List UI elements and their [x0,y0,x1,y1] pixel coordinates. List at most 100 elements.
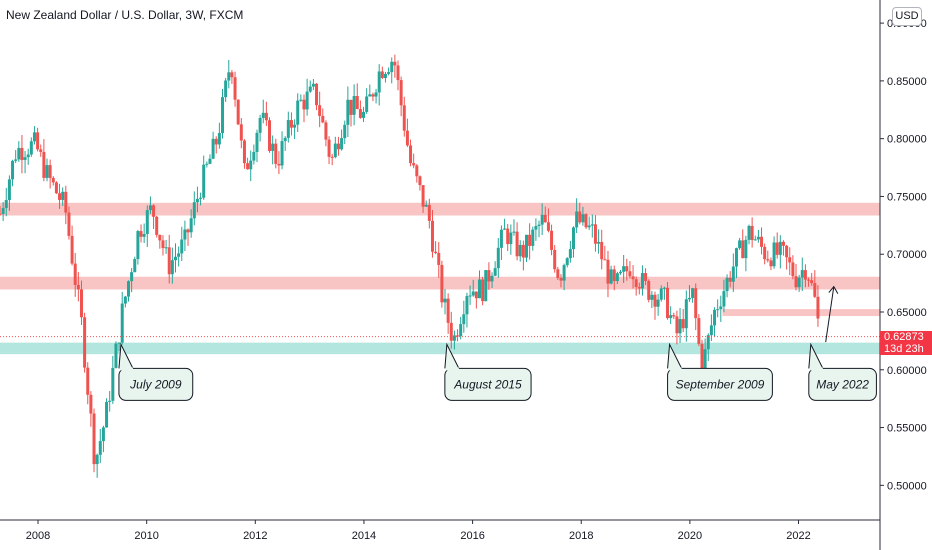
candle-body [496,247,500,269]
callout-label: May 2022 [816,377,869,391]
candle-body [669,315,673,319]
candle-body [315,83,319,106]
candle-body [227,72,231,81]
candle-body [503,228,507,230]
candle-body [675,316,679,334]
candle-body [308,86,312,92]
candle-body [167,247,171,275]
candle-body [427,204,431,221]
candle-body [336,143,340,150]
candle-body [587,225,591,228]
price-tick-label: 0.70000 [887,249,927,261]
candle-body [387,72,391,74]
candle-body [656,299,660,307]
candle-body [418,176,422,186]
candle-body [512,231,516,233]
candle-body [763,246,767,260]
candle-body [133,259,137,273]
candle-body [390,61,394,73]
candle-body [515,231,519,257]
candle-body [628,271,632,277]
time-tick-label: 2010 [134,530,158,542]
candle-body [371,94,375,97]
candle-body [775,242,779,255]
currency-button[interactable]: USD [892,7,922,26]
candle-body [456,335,460,337]
candle-body [803,270,807,280]
candle-body [271,143,275,151]
candle-body [277,163,281,166]
candle-body [86,367,90,395]
candle-body [340,138,344,150]
candle-body [506,228,510,245]
candle-body [23,157,27,160]
candle-body [177,253,181,257]
callout-pointer [808,342,824,369]
candle-body [778,241,782,255]
candle-body [741,240,745,259]
candle-body [255,132,259,152]
callout-label: July 2009 [129,377,182,391]
candle-body [396,65,400,81]
candle-body [600,241,604,260]
candle-body [36,132,40,150]
candle-body [123,296,127,304]
candle-body [274,143,278,164]
candle-body [722,291,726,307]
candle-body [208,158,212,164]
candle-body [330,156,334,158]
price-tick-label: 0.85000 [887,76,927,88]
candle-body [807,279,811,281]
candle-body [540,214,544,225]
callout-pointer [444,342,460,369]
candle-body [760,236,764,247]
candle-body [258,117,262,133]
candle-body [468,295,472,297]
candle-body [459,324,463,337]
callout-join [119,367,133,371]
candle-body [11,160,15,180]
candle-body [289,120,293,128]
candle-body [565,258,569,266]
candle-body [1,208,5,215]
candle-body [706,335,710,350]
candle-body [173,256,177,261]
candle-body [377,71,381,93]
candle-body [402,105,406,131]
candle-body [484,270,488,302]
candle-body [769,260,773,267]
candle-body [716,309,720,311]
candle-body [753,239,757,241]
callout-box [808,367,877,401]
candle-body [644,273,648,282]
candle-body [797,277,801,288]
callout-box [667,367,773,401]
candle-body [95,454,99,465]
candle-body [713,309,717,326]
candle-body [597,241,601,244]
candle-body [136,231,140,260]
candle-body [412,163,416,166]
candle-body [217,133,221,145]
projection-arrow [825,285,839,343]
callout-join [668,367,682,371]
candle-body [114,343,118,368]
candle-body [89,394,93,414]
candle-body [311,83,315,87]
candle-body [487,270,491,282]
price-tick-label: 0.55000 [887,423,927,435]
candle-body [647,281,651,300]
candle-body [631,276,635,280]
candle-body [584,214,588,228]
candle-body [593,224,597,244]
candle-body [280,141,284,166]
candle-body [45,165,49,178]
candle-body [465,296,469,315]
candle-body [293,124,297,128]
candle-body [92,413,96,465]
candle-body [324,122,328,140]
callout-box [118,367,194,401]
candle-body [161,240,165,249]
candle-body [17,147,21,160]
